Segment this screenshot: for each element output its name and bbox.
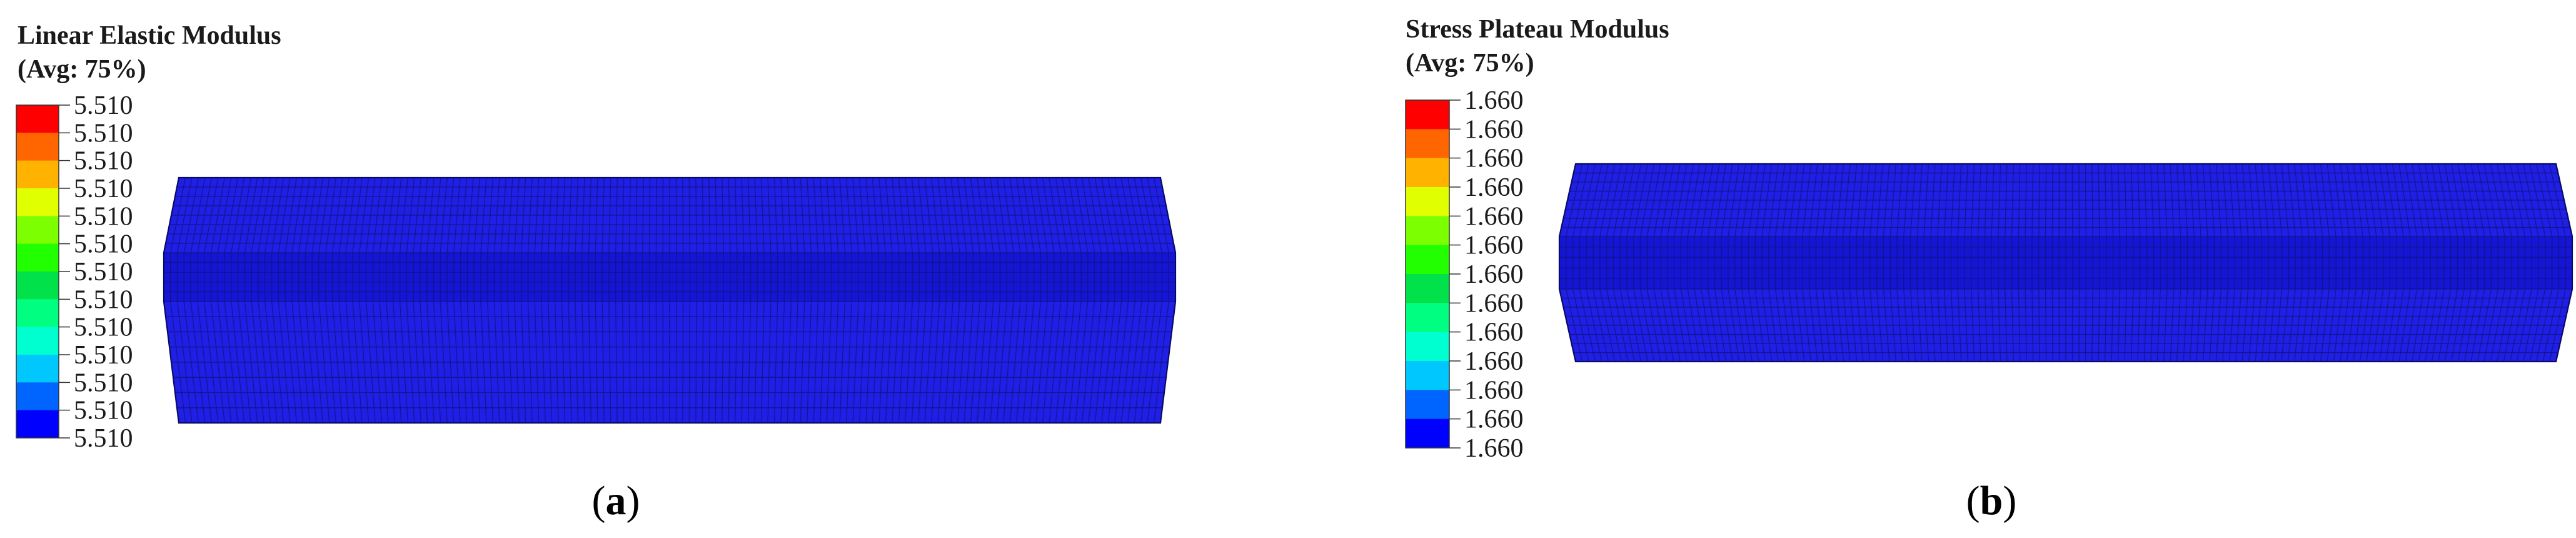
legend-subtitle-b: (Avg: 75%) bbox=[1406, 49, 1534, 78]
colorbar-swatch-b-7 bbox=[1406, 303, 1449, 333]
beam-outline-a bbox=[163, 176, 1177, 424]
tick-label-b-10: 1.660 bbox=[1464, 376, 1524, 405]
colorbar-swatch-b-11 bbox=[1406, 419, 1449, 449]
colorbar-swatch-a-8 bbox=[16, 327, 59, 355]
colorbar-swatch-b-1 bbox=[1406, 129, 1449, 159]
colorbar-swatch-a-3 bbox=[16, 188, 59, 216]
tick-label-a-5: 5.510 bbox=[74, 230, 133, 259]
colorbar-ticks-a: 5.510 5.510 5.510 5.510 5.510 5.510 5.51… bbox=[74, 91, 133, 453]
legend-title-a: Linear Elastic Modulus bbox=[18, 21, 281, 50]
tick-label-b-4: 1.660 bbox=[1464, 202, 1524, 231]
caption-b: (b) bbox=[1966, 478, 2017, 524]
tick-label-b-8: 1.660 bbox=[1464, 318, 1524, 347]
tick-label-a-9: 5.510 bbox=[74, 341, 133, 370]
tick-label-b-3: 1.660 bbox=[1464, 173, 1524, 202]
tick-label-a-2: 5.510 bbox=[74, 147, 133, 176]
beam-mesh-a bbox=[163, 176, 1177, 424]
colorbar-swatch-a-7 bbox=[16, 299, 59, 328]
tick-label-a-12: 5.510 bbox=[74, 424, 133, 453]
colorbar-swatch-b-9 bbox=[1406, 361, 1449, 390]
tick-label-a-1: 5.510 bbox=[74, 119, 133, 148]
colorbar-swatch-b-5 bbox=[1406, 245, 1449, 275]
tick-label-a-7: 5.510 bbox=[74, 285, 133, 314]
tick-label-b-5: 1.660 bbox=[1464, 231, 1524, 260]
caption-b-close: ) bbox=[2003, 478, 2016, 524]
colorbar-swatch-a-9 bbox=[16, 355, 59, 383]
tick-label-a-4: 5.510 bbox=[74, 202, 133, 231]
tick-label-a-3: 5.510 bbox=[74, 175, 133, 203]
caption-a: (a) bbox=[592, 478, 640, 524]
colorbar-swatch-a-11 bbox=[16, 410, 59, 439]
tick-label-b-6: 1.660 bbox=[1464, 260, 1524, 289]
tick-label-b-1: 1.660 bbox=[1464, 115, 1524, 144]
tick-label-a-11: 5.510 bbox=[74, 397, 133, 425]
caption-a-letter: a bbox=[606, 478, 626, 524]
colorbar-a bbox=[16, 104, 70, 439]
caption-b-letter: b bbox=[1980, 478, 2003, 524]
colorbar-swatch-a-2 bbox=[16, 160, 59, 189]
colorbar-swatch-b-3 bbox=[1406, 187, 1449, 216]
colorbar-swatch-b-0 bbox=[1406, 100, 1449, 129]
colorbar-swatch-a-10 bbox=[16, 382, 59, 411]
colorbar-swatch-b-10 bbox=[1406, 390, 1449, 420]
beam-outline-b bbox=[1558, 163, 2573, 363]
colorbar-swatch-b-8 bbox=[1406, 332, 1449, 362]
colorbar-swatch-a-1 bbox=[16, 133, 59, 161]
tick-label-b-11: 1.660 bbox=[1464, 405, 1524, 434]
tick-label-b-7: 1.660 bbox=[1464, 289, 1524, 318]
legend-subtitle-a: (Avg: 75%) bbox=[18, 55, 146, 84]
caption-a-open: ( bbox=[592, 478, 606, 524]
tick-label-b-2: 1.660 bbox=[1464, 145, 1524, 173]
colorbar-swatch-a-4 bbox=[16, 216, 59, 245]
tick-label-a-8: 5.510 bbox=[74, 313, 133, 342]
colorbar-ticks-b: 1.660 1.660 1.660 1.660 1.660 1.660 1.66… bbox=[1464, 86, 1524, 463]
caption-b-open: ( bbox=[1966, 478, 1980, 524]
mesh-lines-b bbox=[1559, 163, 2572, 362]
tick-label-b-12: 1.660 bbox=[1464, 434, 1524, 463]
colorbar-swatch-b-4 bbox=[1406, 216, 1449, 246]
colorbar-swatch-a-6 bbox=[16, 272, 59, 300]
legend-title-b: Stress Plateau Modulus bbox=[1406, 15, 1669, 44]
colorbar-b bbox=[1405, 99, 1461, 449]
tick-label-b-0: 1.660 bbox=[1464, 86, 1524, 115]
colorbar-swatch-b-6 bbox=[1406, 274, 1449, 303]
colorbar-swatch-a-0 bbox=[16, 105, 59, 133]
colorbar-swatch-a-5 bbox=[16, 243, 59, 272]
colorbar-swatch-b-2 bbox=[1406, 158, 1449, 188]
tick-label-b-9: 1.660 bbox=[1464, 347, 1524, 376]
tick-label-a-0: 5.510 bbox=[74, 91, 133, 120]
tick-label-a-6: 5.510 bbox=[74, 258, 133, 287]
tick-label-a-10: 5.510 bbox=[74, 368, 133, 397]
caption-a-close: ) bbox=[626, 478, 640, 524]
panel-b: Stress Plateau Modulus (Avg: 75%) 1.660 … bbox=[1405, 15, 2573, 524]
beam-mesh-b bbox=[1558, 163, 2573, 363]
mesh-lines-a bbox=[164, 177, 1175, 424]
panel-a: Linear Elastic Modulus (Avg: 75%) 5.510 … bbox=[16, 21, 1177, 524]
